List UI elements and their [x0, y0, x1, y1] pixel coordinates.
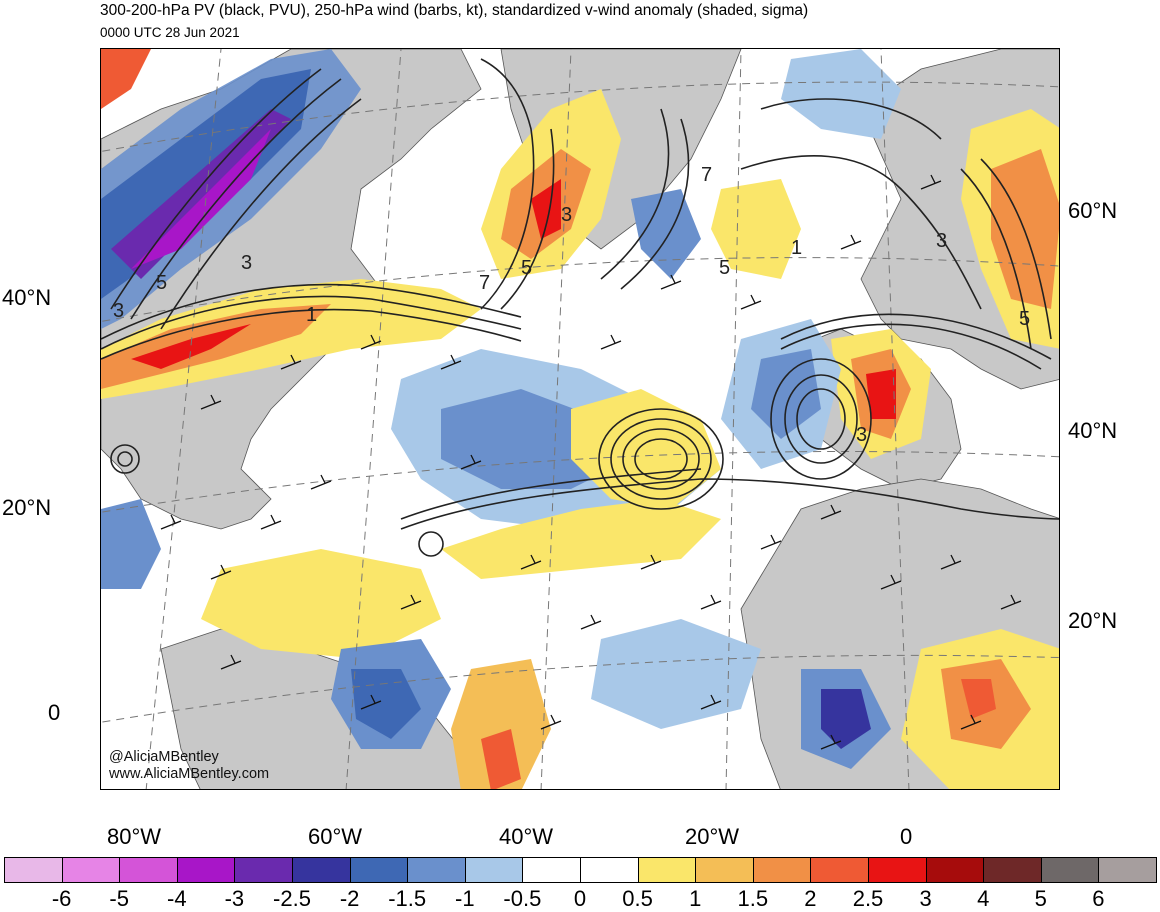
colorbar-cell [752, 857, 812, 883]
colorbar-cell [695, 857, 754, 883]
colorbar-cell [983, 857, 1042, 883]
pv-label: 3 [113, 300, 124, 322]
pv-label: 1 [791, 237, 802, 259]
pv-label: 1 [306, 304, 317, 326]
colorbar-cell [1098, 857, 1157, 883]
watermark-handle: @AliciaMBentley [109, 749, 219, 765]
colorbar-cell [522, 857, 581, 883]
map-datetime: 0000 UTC 28 Jun 2021 [100, 25, 240, 40]
colorbar-cell [407, 857, 466, 883]
lon-label: 20°W [685, 824, 740, 849]
pv-contours [101, 58, 1059, 557]
pv-label: 3 [561, 204, 572, 226]
pv-label: 5 [719, 257, 730, 279]
pv-label: 5 [156, 272, 167, 294]
colorbar-cell [464, 857, 524, 883]
colorbar-cell [4, 857, 63, 883]
colorbar-cell [868, 857, 927, 883]
weather-map: 5 3 3 1 3 5 7 7 1 5 3 5 3 [101, 49, 1059, 789]
colorbar-cell [810, 857, 869, 883]
colorbar-tick-label: -6 [51, 886, 72, 911]
map-panel: 5 3 3 1 3 5 7 7 1 5 3 5 3 @AliciaMBentle… [100, 48, 1060, 790]
watermark-url: www.AliciaMBentley.com [109, 766, 270, 782]
colorbar-cell [119, 857, 178, 883]
colorbar-tick-label: -5 [109, 886, 129, 911]
colorbar [4, 857, 1157, 883]
map-title: 300-200-hPa PV (black, PVU), 250-hPa win… [100, 2, 809, 19]
colorbar-tick-label: -2 [339, 886, 360, 911]
colorbar-tick-label: 4 [977, 886, 990, 911]
colorbar-tick-label: -0.5 [503, 886, 542, 911]
pv-label: 5 [521, 257, 532, 279]
colorbar-cell [925, 857, 985, 883]
pv-label: 7 [479, 272, 490, 294]
colorbar-cell [176, 857, 236, 883]
lon-label: 60°W [308, 824, 363, 849]
colorbar-tick-label: -2.5 [273, 886, 311, 911]
colorbar-cell [1040, 857, 1100, 883]
colorbar-cell [234, 857, 293, 883]
anomaly-shading [101, 49, 1059, 789]
pv-label: 5 [1019, 308, 1030, 330]
colorbar-cell [637, 857, 697, 883]
colorbar-tick-label: -3 [224, 886, 245, 911]
pv-label: 7 [701, 164, 712, 186]
wind-barbs [160, 174, 1022, 750]
colorbar-cell [580, 857, 639, 883]
pv-label: 3 [936, 230, 947, 252]
colorbar-tick-label: 6 [1092, 886, 1105, 911]
colorbar-tick-label: -1.5 [388, 886, 427, 911]
pv-label: 3 [241, 252, 252, 274]
graticule [101, 49, 1059, 789]
colorbar-cell [61, 857, 121, 883]
colorbar-tick-label: 2.5 [852, 886, 884, 911]
colorbar-tick-label: 5 [1034, 886, 1047, 911]
lon-label: 0 [900, 824, 913, 849]
colorbar-tick-label: -4 [167, 886, 187, 911]
colorbar-tick-label: 1.5 [737, 886, 769, 911]
colorbar-cell [349, 857, 409, 883]
colorbar-tick-label: 0 [573, 886, 587, 911]
pv-contour-labels: 5 3 3 1 3 5 7 7 1 5 3 5 3 [113, 164, 1030, 446]
lat-label-left: 40°N [2, 285, 52, 310]
colorbar-tick-label: 1 [689, 886, 702, 911]
lat-label-left: 20°N [2, 495, 52, 520]
lat-label-right: 20°N [1068, 608, 1118, 633]
colorbar-tick-label: 2 [804, 886, 817, 911]
colorbar-tick-label: -1 [455, 886, 475, 911]
lat-label-left: 0 [48, 700, 61, 725]
lat-label-right: 60°N [1068, 198, 1118, 223]
colorbar-cell [292, 857, 351, 883]
lon-label: 80°W [107, 824, 162, 849]
pv-label: 3 [856, 424, 867, 446]
lat-label-right: 40°N [1068, 418, 1118, 443]
lon-label: 40°W [499, 824, 554, 849]
colorbar-tick-label: 0.5 [622, 886, 653, 911]
colorbar-tick-label: 3 [919, 886, 932, 911]
